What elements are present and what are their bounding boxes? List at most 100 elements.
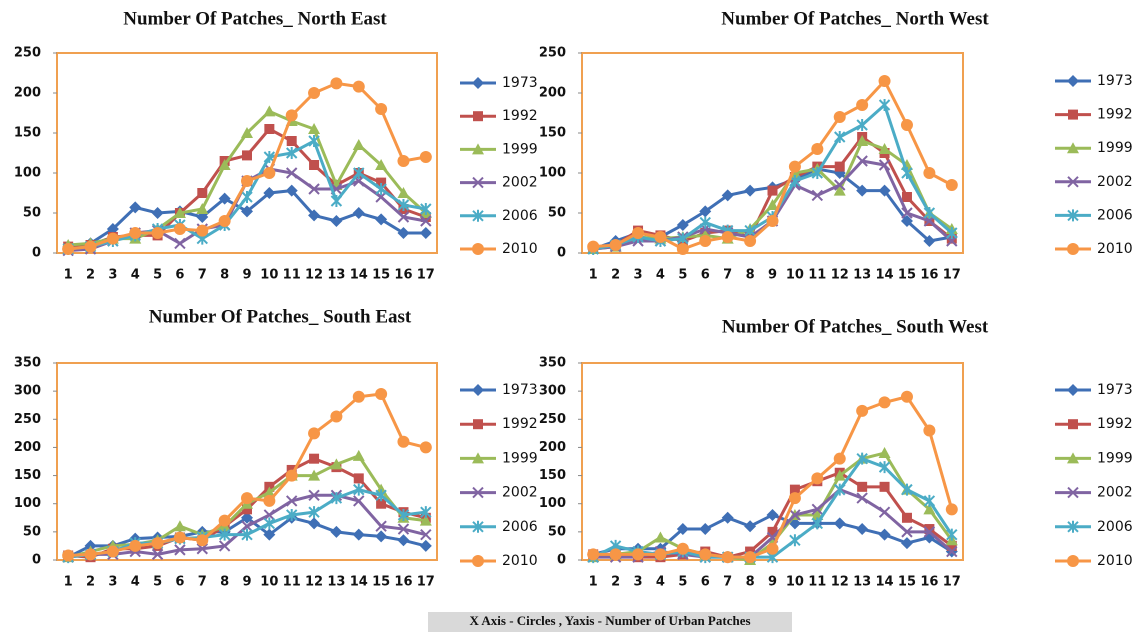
marker <box>376 177 387 188</box>
x-tick-label: 17 <box>943 268 961 283</box>
marker <box>308 87 321 99</box>
y-tick-label: 50 <box>548 524 566 539</box>
x-tick-label: 2 <box>86 575 95 590</box>
x-tick-label: 13 <box>327 268 345 283</box>
marker <box>946 545 958 558</box>
legend-marker <box>472 77 484 89</box>
caption: X Axis - Circles , Yaxis - Number of Urb… <box>469 613 750 628</box>
x-tick-label: 2 <box>611 575 620 590</box>
x-tick-label: 15 <box>898 575 916 590</box>
y-tick-label: 50 <box>548 206 566 221</box>
x-tick-label: 8 <box>220 575 229 590</box>
marker <box>856 135 869 146</box>
marker <box>878 75 891 87</box>
legend-marker <box>472 452 484 464</box>
marker <box>129 201 142 214</box>
legend-label: 1992 <box>1097 416 1133 432</box>
marker <box>878 528 891 541</box>
marker <box>397 523 410 535</box>
x-tick-label: 6 <box>701 268 710 283</box>
marker <box>744 520 757 533</box>
marker <box>856 452 868 465</box>
caption-box <box>428 612 792 632</box>
marker <box>834 179 846 191</box>
legend-label: 1992 <box>502 416 538 432</box>
marker <box>62 549 75 562</box>
marker <box>654 548 667 561</box>
marker <box>699 216 711 229</box>
marker <box>811 517 824 530</box>
marker <box>676 523 689 536</box>
x-tick-label: 8 <box>746 575 755 590</box>
marker <box>721 551 734 564</box>
marker <box>856 184 869 197</box>
marker <box>744 235 757 247</box>
marker <box>397 435 410 448</box>
marker <box>419 514 432 526</box>
marker <box>286 136 297 146</box>
marker <box>721 189 734 202</box>
marker <box>811 189 824 202</box>
x-tick-label: 16 <box>394 575 412 590</box>
marker <box>330 215 343 227</box>
legend-marker <box>1067 384 1079 396</box>
marker <box>901 526 913 538</box>
x-tick-label: 15 <box>898 268 916 283</box>
marker <box>420 215 432 227</box>
marker <box>789 534 801 547</box>
legend-label: 2006 <box>502 208 538 224</box>
marker <box>767 526 778 537</box>
y-tick-label: 0 <box>557 553 566 568</box>
marker <box>308 183 320 195</box>
marker <box>901 167 913 179</box>
marker <box>308 517 321 530</box>
marker <box>352 139 365 150</box>
marker <box>676 243 689 255</box>
legend-marker <box>1067 75 1079 87</box>
x-tick-label: 12 <box>831 575 849 590</box>
marker <box>241 492 253 505</box>
x-tick-label: 8 <box>746 268 755 283</box>
marker <box>587 240 600 253</box>
x-tick-label: 14 <box>350 268 368 283</box>
marker <box>151 537 164 550</box>
marker <box>900 215 913 227</box>
legend-marker <box>1067 176 1079 188</box>
marker <box>699 205 712 218</box>
marker <box>129 227 142 239</box>
y-tick-label: 200 <box>539 86 566 101</box>
marker <box>946 227 958 239</box>
legend-marker <box>472 486 484 499</box>
marker <box>923 494 936 507</box>
marker <box>856 99 869 111</box>
legend-label: 1973 <box>502 382 538 398</box>
legend-marker <box>1068 109 1078 120</box>
marker <box>811 167 824 179</box>
x-tick-label: 11 <box>283 268 301 283</box>
marker <box>811 143 824 155</box>
marker <box>744 224 756 237</box>
y-tick-label: 150 <box>14 468 41 483</box>
x-tick-label: 14 <box>876 268 894 283</box>
marker <box>241 191 253 203</box>
marker <box>676 219 689 231</box>
marker <box>587 548 600 561</box>
marker <box>788 160 801 173</box>
legend-label: 1992 <box>1097 107 1133 123</box>
legend-label: 1999 <box>1097 140 1133 156</box>
marker <box>744 551 757 564</box>
marker <box>285 147 298 159</box>
marker <box>945 179 958 191</box>
marker <box>218 159 231 170</box>
marker <box>834 483 846 496</box>
x-tick-label: 1 <box>589 575 598 590</box>
x-tick-label: 13 <box>853 268 871 283</box>
x-tick-label: 16 <box>394 268 412 283</box>
x-tick-label: 3 <box>108 268 117 283</box>
marker <box>308 209 321 222</box>
chart-title: Number Of Patches_ South East <box>149 306 412 327</box>
marker <box>241 528 253 541</box>
marker <box>375 520 387 532</box>
legend-label: 2006 <box>1097 207 1133 223</box>
